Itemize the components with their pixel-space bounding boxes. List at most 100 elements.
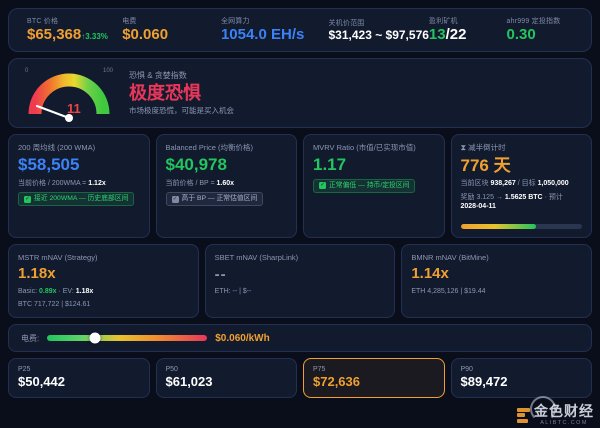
ev-label: · EV: (56, 287, 76, 295)
stat-value: 13/22 (429, 27, 507, 42)
mnav-holdings-line: BTC 717,722 | $124.61 (18, 300, 91, 308)
card-subline: 当前价格 / 200WMA = 1.12x (18, 179, 140, 188)
card-title: ⧗ 减半倒计时 (461, 143, 583, 153)
top-stat-bar: BTC 价格 $65,368↑3.33% 电费 $0.060 全网算力 1054… (8, 8, 592, 52)
halving-block-line: 当前区块 938,267 / 目标 1,050,000 (461, 179, 583, 188)
card-title: MSTR mNAV (Strategy) (18, 253, 98, 262)
fear-greed-level: 极度恐惧 (129, 82, 201, 103)
stat-electricity-cost: 电费 $0.060 (122, 18, 221, 42)
stat-shutdown-price-range: 关机价范围 $31,423 ~ $97,576 (328, 20, 428, 41)
stat-network-hashrate: 全网算力 1054.0 EH/s (221, 18, 329, 42)
card-value: 1.17 (313, 155, 347, 174)
badge-label: 高于 BP — 正常估值区间 (181, 195, 258, 203)
electricity-slider[interactable] (47, 332, 208, 344)
reward-from: 3.125 (476, 193, 494, 201)
block-sep: / 目标 (515, 180, 536, 188)
card-sbet-mnav: SBET mNAV (SharpLink) -- ETH: -- | $-- (204, 244, 396, 319)
gauge-min-label: 0 (25, 68, 29, 74)
card-title: SBET mNAV (SharpLink) (214, 253, 299, 262)
percentile-label: P25 (18, 366, 31, 374)
subline-value: 1.12x (88, 179, 106, 187)
reward-to: 1.5625 BTC (504, 193, 543, 201)
stat-value: 1054.0 EH/s (220, 26, 305, 43)
card-value: 1.14x (411, 265, 449, 282)
halving-reward-line: 奖励 3.125 → 1.5625 BTC · 预计 2028-04-11 (461, 193, 583, 212)
stat-label: 电费 (122, 18, 137, 25)
gauge-arc-svg (28, 73, 110, 122)
stat-label: ahr999 定投指数 (506, 18, 561, 25)
card-title: Balanced Price (均衡价格) (165, 143, 254, 152)
card-title: MVRV Ratio (市值/已实现市值) (313, 143, 416, 152)
check-icon: ✓ (319, 182, 326, 190)
stat-label: 盈利矿机 (428, 18, 458, 25)
percentile-card-p90[interactable]: P90 $89,472 (450, 358, 592, 399)
mnav-holdings-line: ETH: -- | $-- (214, 288, 252, 295)
card-value: -- (214, 266, 227, 283)
slider-knob[interactable] (89, 332, 101, 344)
basic-label: Basic: (18, 287, 40, 295)
electricity-slider-row: 电费: $0.060/kWh (8, 324, 592, 353)
hourglass-icon: ⧗ (460, 143, 467, 152)
watermark-cn: 金色财经 (534, 403, 594, 419)
ev-value: 1.18x (75, 287, 94, 295)
mnav-basic-line: Basic: 0.89x · EV: 1.18x (18, 287, 189, 296)
card-mstr-mnav: MSTR mNAV (Strategy) 1.18x Basic: 0.89x … (8, 244, 199, 319)
reward-arrow: → (493, 193, 505, 201)
status-badge: ✓ 正常偏低 — 持币/定投区间 (313, 178, 416, 193)
badge-label: 正常偏低 — 持币/定投区间 (329, 181, 410, 189)
check-icon: ✓ (171, 195, 179, 203)
percentile-value: $61,023 (165, 374, 213, 390)
watermark-text: 金色财经 ALIBTC.COM (534, 404, 594, 426)
stat-value: $0.060 (122, 26, 169, 43)
card-subline: 当前价格 / BP = 1.60x (166, 179, 288, 188)
stat-btc-price: BTC 价格 $65,368↑3.33% (27, 18, 122, 42)
card-balanced-price: Balanced Price (均衡价格) $40,978 当前价格 / BP … (155, 134, 297, 238)
percentile-card-p50[interactable]: P50 $61,023 (155, 358, 297, 399)
card-bmnr-mnav: BMNR mNAV (BitMine) 1.14x ETH 4,285,126 … (401, 244, 592, 319)
percentile-value: $50,442 (18, 374, 65, 390)
stat-value: $31,423 ~ $97,576 (328, 27, 429, 42)
card-halving-countdown: ⧗ 减半倒计时 776 天 当前区块 938,267 / 目标 1,050,000… (450, 134, 592, 238)
subline-value: 1.60x (216, 179, 235, 187)
halving-progress-fill (460, 224, 536, 229)
mnav-holdings-line: ETH 4,285,126 | $19.44 (411, 287, 486, 295)
watermark: 金色财经 ALIBTC.COM (517, 404, 594, 426)
stat-label: 全网算力 (220, 18, 250, 25)
stat-label: 关机价范围 (328, 19, 365, 27)
card-200wma: 200 周均线 (200 WMA) $58,505 当前价格 / 200WMA … (8, 134, 150, 238)
stat-ahr999-index: ahr999 定投指数 0.30 (507, 18, 578, 42)
percentile-card-p25[interactable]: P25 $50,442 (8, 358, 150, 399)
basic-value: 0.89x (39, 287, 57, 295)
dashboard-page: BTC 价格 $65,368↑3.33% 电费 $0.060 全网算力 1054… (8, 8, 592, 399)
block-target: 1,050,000 (537, 180, 569, 188)
card-value: 1.18x (18, 265, 56, 282)
percentile-card-p75[interactable]: P75 $72,636 (303, 358, 445, 399)
electricity-label: 电费: (21, 333, 40, 343)
stat-value: 0.30 (506, 26, 536, 43)
profitable-total: /22 (445, 26, 467, 43)
card-title: BMNR mNAV (BitMine) (411, 253, 489, 262)
block-label: 当前区块 (460, 180, 491, 188)
reward-label: 奖励 (460, 193, 477, 201)
profitable-count: 13 (428, 26, 446, 43)
btc-price-change: ↑3.33% (81, 32, 108, 41)
status-badge: ✓ 高于 BP — 正常估值区间 (165, 192, 264, 207)
fear-greed-title: 恐惧 & 贪婪指数 (129, 70, 187, 80)
halving-progress-bar (460, 224, 582, 229)
percentile-value: $89,472 (460, 374, 508, 390)
stat-label: BTC 价格 (27, 18, 59, 25)
mnav-cards-row: MSTR mNAV (Strategy) 1.18x Basic: 0.89x … (8, 244, 592, 319)
block-current: 938,267 (490, 180, 516, 188)
percentile-row: P25 $50,442 P50 $61,023 P75 $72,636 P90 … (8, 358, 592, 399)
card-value: $58,505 (18, 155, 80, 174)
watermark-ring-icon (530, 396, 556, 422)
fear-greed-description: 市场极度恐慌，可能是买入机会 (129, 106, 234, 116)
percentile-label: P90 (460, 366, 473, 374)
stat-profitable-miners: 盈利矿机 13/22 (429, 18, 507, 42)
fear-greed-panel: 0 100 11 恐惧 & (8, 58, 592, 128)
status-badge: ✓ 接近 200WMA — 历史底部区间 (18, 192, 135, 207)
halving-title-text: 减半倒计时 (468, 143, 506, 152)
percentile-label: P75 (313, 366, 326, 374)
watermark-logo-icon (517, 407, 530, 423)
btc-price-value: $65,368 (27, 26, 82, 43)
